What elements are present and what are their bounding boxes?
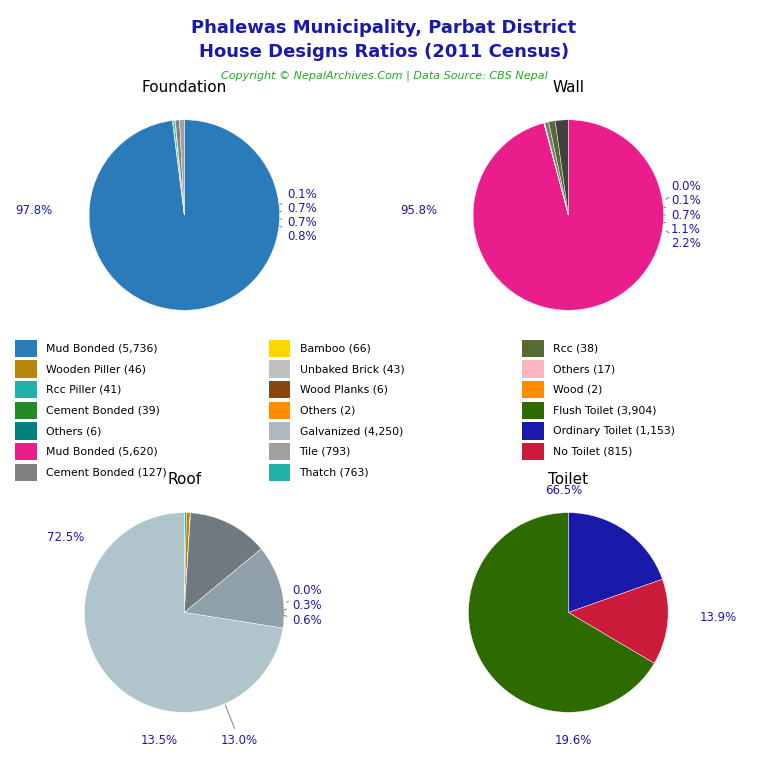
Text: 19.6%: 19.6%: [554, 733, 592, 746]
Text: 1.1%: 1.1%: [664, 222, 701, 236]
Text: Flush Toilet (3,904): Flush Toilet (3,904): [553, 406, 657, 415]
Text: Rcc (38): Rcc (38): [553, 343, 598, 353]
Bar: [269, 443, 290, 460]
Text: 2.2%: 2.2%: [666, 231, 701, 250]
Wedge shape: [555, 120, 568, 215]
Wedge shape: [184, 549, 284, 628]
Wedge shape: [544, 123, 568, 215]
Text: Rcc Piller (41): Rcc Piller (41): [46, 385, 121, 395]
Wedge shape: [468, 513, 654, 713]
Bar: [15, 339, 37, 357]
Text: Wooden Piller (46): Wooden Piller (46): [46, 364, 146, 374]
Bar: [15, 443, 37, 460]
Wedge shape: [184, 513, 190, 613]
Wedge shape: [184, 513, 261, 613]
Wedge shape: [545, 122, 568, 215]
Text: 0.1%: 0.1%: [280, 187, 317, 204]
Text: Cement Bonded (127): Cement Bonded (127): [46, 468, 167, 478]
Bar: [522, 360, 544, 378]
Bar: [269, 360, 290, 378]
Text: Wood (2): Wood (2): [553, 385, 602, 395]
Wedge shape: [175, 121, 184, 215]
Text: Others (6): Others (6): [46, 426, 101, 436]
Text: Unbaked Brick (43): Unbaked Brick (43): [300, 364, 404, 374]
Text: Mud Bonded (5,736): Mud Bonded (5,736): [46, 343, 157, 353]
Text: Tile (793): Tile (793): [300, 447, 351, 457]
Bar: [269, 422, 290, 440]
Text: 13.5%: 13.5%: [141, 733, 178, 746]
Wedge shape: [184, 513, 190, 613]
Title: Foundation: Foundation: [141, 80, 227, 94]
Text: 0.6%: 0.6%: [284, 614, 322, 627]
Wedge shape: [175, 120, 184, 215]
Bar: [269, 381, 290, 399]
Wedge shape: [544, 123, 568, 215]
Wedge shape: [568, 579, 668, 664]
Text: 0.3%: 0.3%: [284, 599, 322, 612]
Wedge shape: [568, 513, 663, 613]
Text: 13.9%: 13.9%: [700, 611, 737, 624]
Wedge shape: [84, 513, 283, 712]
Text: Others (2): Others (2): [300, 406, 355, 415]
Text: Ordinary Toilet (1,153): Ordinary Toilet (1,153): [553, 426, 675, 436]
Text: Mud Bonded (5,620): Mud Bonded (5,620): [46, 447, 158, 457]
Bar: [15, 464, 37, 481]
Text: Cement Bonded (39): Cement Bonded (39): [46, 406, 160, 415]
Bar: [269, 464, 290, 481]
Bar: [15, 402, 37, 419]
Bar: [15, 360, 37, 378]
Wedge shape: [89, 120, 280, 310]
Text: 0.1%: 0.1%: [664, 194, 701, 208]
Text: 66.5%: 66.5%: [545, 484, 582, 497]
Bar: [522, 402, 544, 419]
Text: Bamboo (66): Bamboo (66): [300, 343, 370, 353]
Wedge shape: [180, 120, 184, 215]
Text: 95.8%: 95.8%: [400, 204, 437, 217]
Text: Phalewas Municipality, Parbat District
House Designs Ratios (2011 Census): Phalewas Municipality, Parbat District H…: [191, 19, 577, 61]
Text: 0.8%: 0.8%: [280, 226, 316, 243]
Text: 0.7%: 0.7%: [664, 209, 701, 221]
Title: Toilet: Toilet: [548, 472, 588, 486]
Bar: [269, 339, 290, 357]
Text: Galvanized (4,250): Galvanized (4,250): [300, 426, 403, 436]
Text: Others (17): Others (17): [553, 364, 615, 374]
Title: Roof: Roof: [167, 472, 201, 486]
Wedge shape: [173, 121, 184, 215]
Bar: [522, 381, 544, 399]
Text: 0.7%: 0.7%: [280, 202, 317, 215]
Title: Wall: Wall: [552, 80, 584, 94]
Text: Wood Planks (6): Wood Planks (6): [300, 385, 388, 395]
Bar: [522, 339, 544, 357]
Text: Copyright © NepalArchives.Com | Data Source: CBS Nepal: Copyright © NepalArchives.Com | Data Sou…: [220, 71, 548, 81]
Text: 97.8%: 97.8%: [15, 204, 53, 217]
Bar: [269, 402, 290, 419]
Wedge shape: [548, 121, 568, 215]
Text: 0.0%: 0.0%: [666, 180, 700, 199]
Wedge shape: [184, 513, 187, 613]
Bar: [522, 422, 544, 440]
Text: 0.7%: 0.7%: [280, 216, 317, 229]
Bar: [522, 443, 544, 460]
Bar: [15, 422, 37, 440]
Text: 13.0%: 13.0%: [220, 705, 258, 746]
Wedge shape: [172, 121, 184, 215]
Text: 72.5%: 72.5%: [47, 531, 84, 544]
Wedge shape: [473, 120, 664, 310]
Text: No Toilet (815): No Toilet (815): [553, 447, 632, 457]
Text: Thatch (763): Thatch (763): [300, 468, 369, 478]
Text: 0.0%: 0.0%: [286, 584, 322, 602]
Bar: [15, 381, 37, 399]
